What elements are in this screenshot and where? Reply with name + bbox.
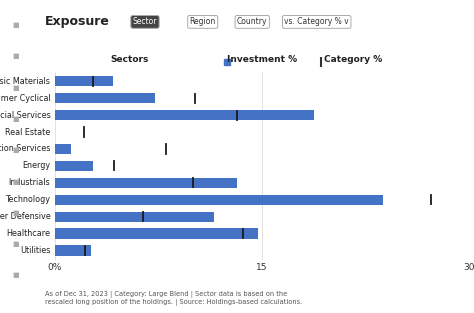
Text: Real Estate: Real Estate [5,128,50,136]
Text: ■: ■ [12,116,19,122]
Text: Healthcare: Healthcare [6,229,50,238]
Text: Utilities: Utilities [20,246,50,255]
Text: Sectors: Sectors [110,55,148,64]
Text: Financial Services: Financial Services [0,110,50,120]
Bar [55,161,92,171]
Text: Communication Services: Communication Services [0,145,50,153]
Text: Sector: Sector [133,18,157,26]
Text: ■: ■ [12,210,19,216]
Text: Technology: Technology [5,195,50,204]
Bar [55,76,113,86]
Text: Investment %: Investment % [227,55,297,64]
Text: vs. Category % v: vs. Category % v [284,18,349,26]
Bar [55,93,155,103]
Text: Category %: Category % [324,55,382,64]
Text: ■: ■ [12,241,19,247]
Text: Country: Country [237,18,267,26]
Bar [55,144,71,154]
Text: Region: Region [190,18,216,26]
Text: Basic Materials: Basic Materials [0,77,50,86]
Bar [55,228,257,239]
Text: Industrials: Industrials [9,178,50,187]
Bar [55,110,314,120]
Text: Consumer Defensive: Consumer Defensive [0,212,50,221]
Text: ■: ■ [12,272,19,279]
Text: ■: ■ [12,85,19,91]
Text: Exposure: Exposure [45,15,110,28]
Text: ■: ■ [12,22,19,28]
Text: Energy: Energy [22,162,50,170]
Text: ■: ■ [12,147,19,153]
Bar [55,178,237,188]
Bar [55,195,383,205]
Text: As of Dec 31, 2023 | Category: Large Blend | Sector data is based on the
rescale: As of Dec 31, 2023 | Category: Large Ble… [45,291,302,306]
Text: ■: ■ [12,53,19,59]
Text: ■: ■ [12,178,19,185]
Bar [55,212,214,222]
Text: Consumer Cyclical: Consumer Cyclical [0,94,50,103]
Bar [55,245,91,255]
